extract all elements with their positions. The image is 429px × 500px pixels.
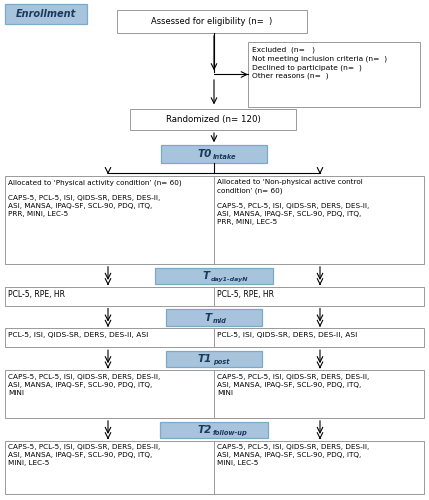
- FancyBboxPatch shape: [5, 440, 215, 494]
- FancyBboxPatch shape: [214, 176, 424, 264]
- FancyBboxPatch shape: [5, 370, 215, 418]
- Text: PCL-5, ISI, QIDS-SR, DERS, DES-II, ASI: PCL-5, ISI, QIDS-SR, DERS, DES-II, ASI: [8, 332, 148, 338]
- Text: CAPS-5, PCL-5, ISI, QIDS-SR, DERS, DES-II,
ASI, MANSA, IPAQ-SF, SCL-90, PDQ, ITQ: CAPS-5, PCL-5, ISI, QIDS-SR, DERS, DES-I…: [217, 374, 369, 396]
- FancyBboxPatch shape: [5, 328, 215, 347]
- Text: post: post: [213, 360, 230, 366]
- FancyBboxPatch shape: [166, 310, 262, 326]
- Text: T: T: [203, 271, 210, 281]
- Text: Allocated to ‘Non-physical active control
condition’ (n= 60)

CAPS-5, PCL-5, ISI: Allocated to ‘Non-physical active contro…: [217, 180, 369, 224]
- Text: Excluded  (n=   )
Not meeting inclusion criteria (n=  )
Declined to participate : Excluded (n= ) Not meeting inclusion cri…: [252, 46, 387, 80]
- Text: T: T: [205, 312, 212, 322]
- Text: PCL-5, ISI, QIDS-SR, DERS, DES-II, ASI: PCL-5, ISI, QIDS-SR, DERS, DES-II, ASI: [217, 332, 357, 338]
- Text: T2: T2: [198, 425, 212, 435]
- Text: follow-up: follow-up: [213, 430, 248, 436]
- FancyBboxPatch shape: [5, 176, 215, 264]
- FancyBboxPatch shape: [130, 108, 296, 130]
- Text: CAPS-5, PCL-5, ISI, QIDS-SR, DERS, DES-II,
ASI, MANSA, IPAQ-SF, SCL-90, PDQ, ITQ: CAPS-5, PCL-5, ISI, QIDS-SR, DERS, DES-I…: [8, 444, 160, 466]
- Text: PCL-5, RPE, HR: PCL-5, RPE, HR: [8, 290, 65, 300]
- FancyBboxPatch shape: [214, 328, 424, 347]
- FancyBboxPatch shape: [155, 268, 273, 284]
- Text: Allocated to ‘Physical activity condition’ (n= 60)

CAPS-5, PCL-5, ISI, QIDS-SR,: Allocated to ‘Physical activity conditio…: [8, 180, 181, 217]
- FancyBboxPatch shape: [5, 4, 87, 24]
- Text: day1-dayN: day1-dayN: [211, 276, 248, 281]
- Text: T0: T0: [198, 149, 212, 159]
- FancyBboxPatch shape: [160, 422, 268, 438]
- FancyBboxPatch shape: [214, 370, 424, 418]
- Text: CAPS-5, PCL-5, ISI, QIDS-SR, DERS, DES-II,
ASI, MANSA, IPAQ-SF, SCL-90, PDQ, ITQ: CAPS-5, PCL-5, ISI, QIDS-SR, DERS, DES-I…: [8, 374, 160, 396]
- FancyBboxPatch shape: [166, 351, 262, 368]
- Text: CAPS-5, PCL-5, ISI, QIDS-SR, DERS, DES-II,
ASI, MANSA, IPAQ-SF, SCL-90, PDQ, ITQ: CAPS-5, PCL-5, ISI, QIDS-SR, DERS, DES-I…: [217, 444, 369, 466]
- Text: T1: T1: [198, 354, 212, 364]
- Text: Intake: Intake: [213, 154, 236, 160]
- FancyBboxPatch shape: [214, 440, 424, 494]
- FancyBboxPatch shape: [117, 10, 307, 33]
- Text: mid: mid: [213, 318, 227, 324]
- FancyBboxPatch shape: [248, 42, 420, 108]
- Text: PCL-5, RPE, HR: PCL-5, RPE, HR: [217, 290, 274, 300]
- FancyBboxPatch shape: [5, 286, 215, 306]
- Text: Assessed for eligibility (n=  ): Assessed for eligibility (n= ): [151, 17, 272, 26]
- Text: Randomized (n= 120): Randomized (n= 120): [166, 115, 260, 124]
- Text: Enrollment: Enrollment: [16, 9, 76, 19]
- FancyBboxPatch shape: [214, 286, 424, 306]
- FancyBboxPatch shape: [161, 145, 267, 163]
